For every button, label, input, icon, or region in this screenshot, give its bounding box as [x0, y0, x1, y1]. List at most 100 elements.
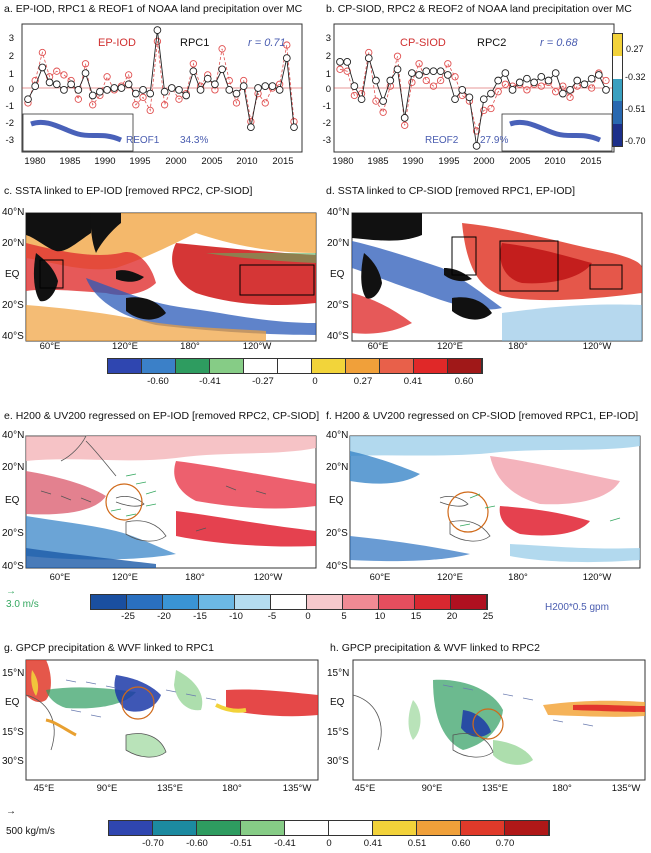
panel-a-timeseries [21, 23, 303, 153]
point-cp-siod [494, 88, 502, 96]
point-cp-siod [487, 104, 495, 113]
point-cp-siod [393, 52, 402, 60]
point-rpc1 [139, 86, 147, 94]
lon-label: 135°E [157, 783, 183, 794]
point-cp-siod [501, 80, 510, 88]
point-cp-siod [444, 60, 452, 68]
point-cp-siod [401, 121, 409, 129]
panel-e-map [25, 435, 317, 569]
ytick: -1 [322, 101, 331, 112]
lat-label: 40°N [326, 430, 349, 441]
lat-label: EQ [329, 495, 344, 506]
point-rpc2 [343, 58, 352, 66]
lat-label: 20°S [2, 300, 24, 311]
point-rpc2 [429, 67, 438, 76]
point-rpc1 [160, 87, 169, 96]
lat-label: 15°N [327, 668, 350, 679]
cb-tick: -10 [229, 611, 243, 622]
lon-label: 180° [508, 341, 528, 352]
point-ep-iod [124, 71, 133, 79]
point-cp-siod [537, 82, 545, 90]
panel-f-title: f. H200 & UV200 regressed on CP-SIOD [re… [326, 410, 639, 422]
point-rpc1 [282, 54, 291, 62]
cb-tick: -0.70 [142, 838, 164, 849]
panel-h-title: h. GPCP precipitation & WVF linked to RP… [330, 642, 540, 654]
point-rpc2 [487, 89, 495, 98]
lat-label: 20°N [327, 238, 350, 249]
point-cp-siod [602, 76, 610, 85]
point-rpc1 [247, 123, 255, 132]
eof-pct-b: 27.9% [480, 135, 509, 146]
point-rpc1 [239, 82, 248, 90]
lat-label: 20°S [2, 528, 24, 539]
point-rpc1 [31, 82, 40, 90]
lat-label: 20°S [326, 528, 348, 539]
point-ep-iod [81, 60, 90, 68]
point-rpc1 [131, 89, 140, 98]
point-rpc2 [594, 71, 603, 79]
point-cp-siod [480, 106, 488, 115]
lon-label: 60°E [369, 572, 391, 583]
point-rpc1 [275, 86, 284, 94]
cb-tick: 0 [305, 611, 311, 622]
lat-label: 30°S [327, 756, 349, 767]
cb-tick: -0.41 [199, 376, 221, 387]
lat-label: 40°S [2, 561, 24, 572]
point-rpc2 [537, 72, 546, 81]
vector-ref-arrow: → [6, 586, 16, 597]
cb-tick: -15 [193, 611, 207, 622]
cb-tick: 0.27 [353, 376, 373, 387]
cb-tick: 0 [326, 838, 332, 849]
precip-colorbar [108, 820, 550, 836]
panel-b-title: b. CP-SIOD, RPC2 & REOF2 of NOAA land pr… [326, 3, 632, 15]
cb-tick: 20 [446, 611, 458, 622]
point-rpc1 [103, 86, 111, 94]
point-rpc2 [465, 93, 474, 102]
lon-label: 120°E [437, 341, 463, 352]
corr-a: r = 0.71 [248, 37, 286, 49]
lon-label: 60°E [39, 341, 61, 352]
cb-tick: -0.60 [147, 376, 169, 387]
panel-h-map [352, 659, 646, 781]
lat-label: EQ [5, 697, 20, 708]
point-cp-siod [472, 127, 481, 135]
point-rpc2 [494, 76, 503, 85]
point-ep-iod [103, 73, 111, 81]
xtick: 1995 [129, 156, 151, 167]
point-rpc1 [290, 123, 298, 132]
cb-tick: 25 [482, 611, 494, 622]
point-rpc1 [52, 80, 61, 89]
point-rpc2 [551, 69, 560, 77]
point-ep-iod [74, 95, 82, 103]
point-rpc2 [408, 69, 416, 77]
cb-tick: 0.41 [403, 376, 423, 387]
point-rpc1 [67, 80, 75, 89]
eof-cb-tick: -0.70 [625, 136, 646, 146]
lon-label: 120°W [253, 572, 283, 583]
ytick: 2 [8, 51, 14, 62]
ytick: -2 [322, 118, 331, 129]
point-ep-iod [160, 101, 169, 109]
eof-cb-tick: -0.32 [625, 72, 646, 82]
panel-g-title: g. GPCP precipitation & WVF linked to RP… [4, 642, 214, 654]
lon-label: 120°E [112, 572, 138, 583]
lon-label: 60°E [49, 572, 71, 583]
ytick: 1 [8, 69, 14, 80]
lat-label: 20°N [326, 462, 349, 473]
lat-label: EQ [5, 495, 20, 506]
point-rpc2 [602, 86, 610, 94]
cb-tick: -0.41 [274, 838, 296, 849]
point-cp-siod [415, 60, 423, 68]
point-rpc2 [587, 74, 596, 83]
eof-label-b: REOF2 [425, 135, 459, 146]
lon-label: 60°E [367, 341, 389, 352]
cb-tick: 5 [341, 611, 347, 622]
lat-label: 15°S [327, 727, 349, 738]
cb-tick: 10 [374, 611, 386, 622]
point-cp-siod [336, 65, 344, 73]
xtick: 1980 [24, 156, 46, 167]
xtick: 1995 [438, 156, 460, 167]
lon-label: 90°E [96, 783, 118, 794]
point-ep-iod [189, 60, 198, 68]
cb-tick: 0.41 [363, 838, 383, 849]
